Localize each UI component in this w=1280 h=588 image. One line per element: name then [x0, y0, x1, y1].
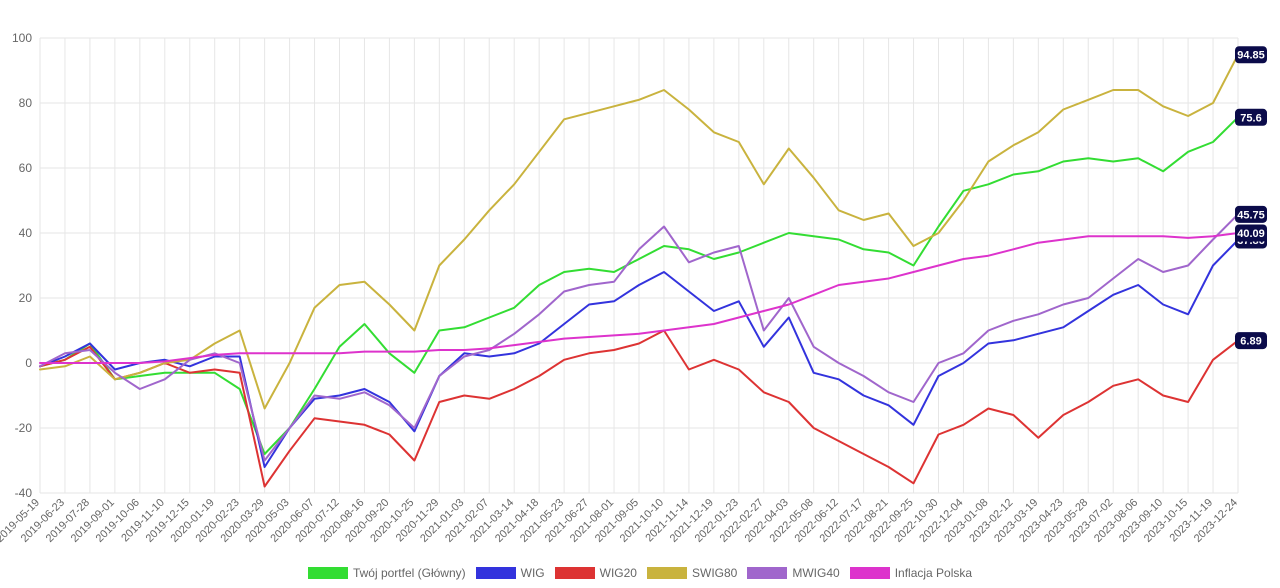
- legend-item[interactable]: Inflacja Polska: [849, 566, 973, 580]
- legend-label: MWIG40: [792, 566, 840, 580]
- legend-item[interactable]: MWIG40: [747, 566, 840, 580]
- series-line-2: [39, 329, 1239, 488]
- legend-item[interactable]: SWIG80: [646, 566, 738, 580]
- y-tick-label: 100: [12, 31, 32, 45]
- chart-grid: [39, 37, 1239, 494]
- series-line-4: [39, 213, 1239, 462]
- legend-swatch: [554, 567, 595, 579]
- chart-series: [39, 53, 1239, 488]
- y-tick-label: -40: [15, 486, 33, 500]
- legend-item[interactable]: WIG20: [554, 566, 637, 580]
- legend-label: SWIG80: [691, 566, 738, 580]
- chart-legend: Twój portfel (Główny) WIG WIG20 SWIG80 MWIG4…: [0, 562, 1280, 584]
- end-label-text: 45.75: [1237, 209, 1265, 221]
- end-label-badge: [1235, 224, 1267, 242]
- legend-swatch: [307, 567, 348, 579]
- legend-label: WIG: [520, 566, 545, 580]
- end-label-badge: [1235, 108, 1267, 126]
- legend-label: WIG20: [599, 566, 637, 580]
- legend-swatch: [475, 567, 516, 579]
- y-tick-label: 40: [19, 226, 33, 240]
- series-line-3: [39, 53, 1239, 410]
- end-label-badge: [1235, 332, 1267, 350]
- legend-swatch: [747, 567, 788, 579]
- legend-label: Twój portfel (Główny): [352, 566, 466, 580]
- end-label-badge: [1235, 205, 1267, 223]
- end-label-badge: [1235, 46, 1267, 64]
- y-tick-label: 0: [25, 356, 32, 370]
- legend-label: Inflacja Polska: [894, 566, 973, 580]
- legend-item[interactable]: Twój portfel (Główny): [307, 566, 466, 580]
- y-tick-label: 20: [19, 291, 33, 305]
- end-label-text: 94.85: [1237, 50, 1265, 62]
- y-tick-label: -20: [15, 421, 33, 435]
- series-line-0: [39, 116, 1239, 455]
- end-label-text: 40.09: [1237, 228, 1265, 240]
- chart-axes: -40-200204060801002019-05-192019-06-2320…: [0, 31, 1240, 545]
- end-label-text: 75.6: [1240, 112, 1261, 124]
- legend-swatch: [849, 567, 890, 579]
- legend-item[interactable]: WIG: [475, 566, 545, 580]
- y-tick-label: 60: [19, 161, 33, 175]
- series-line-5: [39, 232, 1239, 364]
- series-line-1: [39, 239, 1239, 468]
- end-label-text: 6.89: [1240, 336, 1261, 348]
- legend-swatch: [646, 567, 687, 579]
- y-tick-label: 80: [19, 96, 33, 110]
